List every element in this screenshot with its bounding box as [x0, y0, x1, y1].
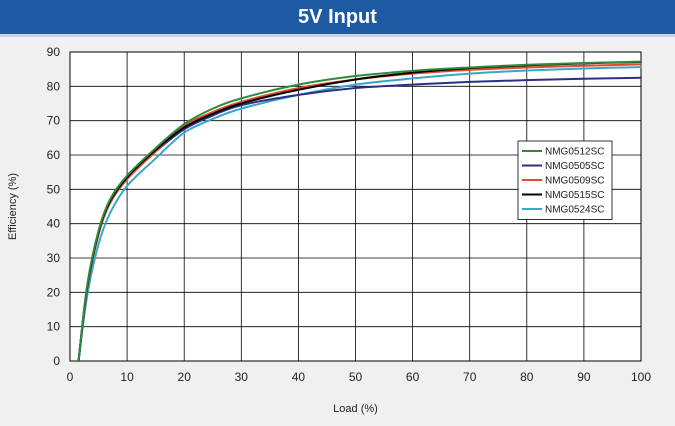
title-bar — [0, 0, 675, 34]
legend-label: NMG0524SC — [545, 205, 604, 216]
y-tick-label: 10 — [47, 320, 61, 334]
x-tick-label: 70 — [463, 370, 477, 384]
plot-border — [69, 51, 642, 362]
chart-title: 5V Input — [298, 6, 377, 28]
x-tick-label: 0 — [67, 370, 74, 384]
x-tick-label: 30 — [235, 370, 249, 384]
series-line-nmg0524sc — [77, 66, 642, 362]
x-tick-label: 10 — [120, 370, 134, 384]
legend-box — [517, 140, 613, 220]
y-tick-label: 40 — [47, 217, 61, 231]
legend-label: NMG0512SC — [545, 147, 604, 158]
x-tick-label: 90 — [577, 370, 591, 384]
y-tick-label: 30 — [47, 251, 61, 265]
x-tick-label: 60 — [406, 370, 420, 384]
legend-label: NMG0515SC — [545, 190, 604, 201]
y-tick-label: 70 — [47, 114, 61, 128]
y-tick-label: 0 — [53, 354, 60, 368]
x-tick-label: 20 — [178, 370, 192, 384]
x-tick-label: 40 — [292, 370, 306, 384]
title-bar-divider — [0, 34, 675, 37]
x-tick-label: 100 — [631, 370, 651, 384]
x-tick-label: 50 — [349, 370, 363, 384]
x-axis-title: Load (%) — [333, 403, 378, 415]
legend-label: NMG0509SC — [545, 176, 604, 187]
y-axis-title: Efficiency (%) — [7, 173, 19, 240]
y-tick-label: 60 — [47, 148, 61, 162]
y-tick-label: 90 — [47, 45, 61, 59]
legend-label: NMG0505SC — [545, 161, 604, 172]
series-line-nmg0512sc — [77, 60, 642, 362]
y-tick-label: 20 — [47, 285, 61, 299]
y-tick-label: 50 — [47, 182, 61, 196]
y-tick-label: 80 — [47, 79, 61, 93]
x-tick-label: 80 — [520, 370, 534, 384]
